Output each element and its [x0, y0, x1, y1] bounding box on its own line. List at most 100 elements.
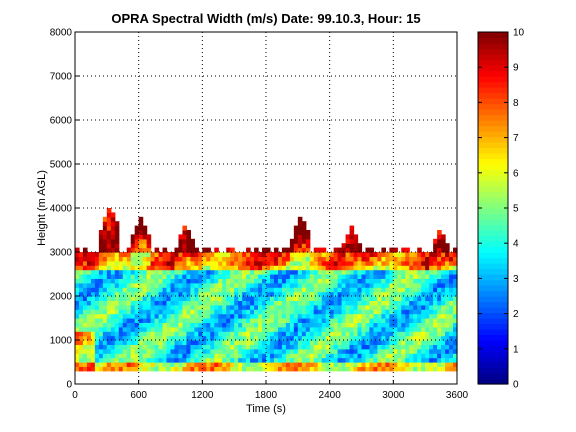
heatmap-cell	[190, 326, 195, 332]
heatmap-cell	[349, 265, 355, 271]
heatmap-cell	[409, 344, 414, 350]
heatmap-cell	[242, 265, 247, 271]
colorbar-segment	[478, 312, 508, 319]
heatmap-cell	[317, 260, 323, 266]
heatmap-cell	[138, 366, 144, 372]
heatmap-cell	[94, 313, 100, 319]
heatmap-cell	[293, 326, 299, 332]
heatmap-cell	[178, 296, 184, 301]
heatmap-cell	[218, 340, 223, 345]
heatmap-cell	[94, 304, 100, 310]
heatmap-cell	[289, 366, 295, 372]
heatmap-cell	[353, 309, 359, 315]
heatmap-cell	[417, 252, 422, 257]
heatmap-cell	[162, 366, 168, 372]
heatmap-cell	[425, 274, 430, 279]
heatmap-cell	[142, 238, 148, 244]
heatmap-cell	[250, 318, 255, 323]
heatmap-cell	[433, 296, 438, 301]
heatmap-cell	[393, 353, 398, 359]
heatmap-cell	[373, 300, 379, 306]
heatmap-cell	[170, 291, 176, 297]
heatmap-cell	[75, 357, 80, 363]
heatmap-cell	[134, 247, 140, 253]
heatmap-cell	[273, 340, 279, 345]
heatmap-cell	[357, 291, 363, 297]
heatmap-cell	[429, 296, 434, 301]
heatmap-cell	[178, 335, 184, 341]
heatmap-cell	[186, 326, 191, 332]
heatmap-cell	[250, 278, 255, 284]
heatmap-cell	[369, 366, 375, 372]
heatmap-cell	[206, 278, 211, 284]
heatmap-cell	[78, 278, 84, 284]
heatmap-cell	[337, 353, 343, 359]
heatmap-cell	[385, 335, 390, 341]
heatmap-cell	[441, 287, 446, 293]
heatmap-cell	[182, 260, 188, 266]
heatmap-cell	[118, 326, 124, 332]
heatmap-cell	[242, 353, 247, 359]
heatmap-cell	[186, 331, 191, 337]
heatmap-cell	[222, 269, 227, 275]
heatmap-cell	[329, 366, 335, 372]
heatmap-cell	[190, 260, 195, 266]
heatmap-cell	[154, 282, 160, 288]
heatmap-cell	[190, 269, 195, 275]
heatmap-cell	[369, 291, 375, 297]
heatmap-cell	[281, 300, 287, 306]
heatmap-cell	[273, 322, 279, 328]
heatmap-cell	[94, 322, 100, 328]
heatmap-cell	[182, 313, 188, 319]
heatmap-cell	[106, 362, 112, 367]
heatmap-cell	[421, 322, 426, 328]
heatmap-cell	[281, 353, 287, 359]
heatmap-cell	[134, 252, 140, 257]
heatmap-cell	[230, 304, 235, 310]
heatmap-cell	[417, 362, 422, 367]
heatmap-cell	[258, 274, 263, 279]
heatmap-cell	[361, 296, 367, 301]
heatmap-cell	[453, 366, 458, 372]
heatmap-cell	[246, 344, 251, 350]
heatmap-cell	[309, 331, 315, 337]
heatmap-cell	[122, 256, 128, 262]
heatmap-cell	[301, 357, 307, 363]
heatmap-cell	[345, 265, 351, 271]
x-tick-label: 1800	[255, 390, 278, 401]
heatmap-cell	[106, 335, 112, 341]
heatmap-cell	[86, 340, 92, 345]
heatmap-cell	[82, 252, 88, 257]
y-tick-label: 4000	[50, 204, 73, 215]
heatmap-cell	[202, 287, 207, 293]
heatmap-cell	[138, 335, 144, 341]
heatmap-cell	[122, 335, 128, 341]
heatmap-cell	[206, 340, 211, 345]
heatmap-cell	[222, 252, 227, 257]
heatmap-cell	[114, 278, 120, 284]
heatmap-cell	[230, 326, 235, 332]
heatmap-cell	[385, 309, 390, 315]
heatmap-cell	[222, 304, 227, 310]
heatmap-cell	[313, 357, 319, 363]
heatmap-cell	[301, 269, 307, 275]
heatmap-cell	[194, 362, 199, 367]
heatmap-cell	[186, 335, 191, 341]
heatmap-cell	[353, 247, 359, 253]
heatmap-cell	[90, 340, 96, 345]
heatmap-cell	[218, 300, 223, 306]
heatmap-cell	[150, 282, 156, 288]
heatmap-cell	[285, 287, 291, 293]
heatmap-cell	[297, 326, 303, 332]
heatmap-cell	[242, 282, 247, 288]
heatmap-cell	[357, 247, 363, 253]
heatmap-cell	[254, 335, 259, 341]
heatmap-cell	[321, 260, 327, 266]
heatmap-cell	[421, 278, 426, 284]
heatmap-cell	[198, 269, 203, 275]
heatmap-cell	[162, 357, 168, 363]
heatmap-cell	[441, 366, 446, 372]
heatmap-cell	[178, 256, 184, 262]
